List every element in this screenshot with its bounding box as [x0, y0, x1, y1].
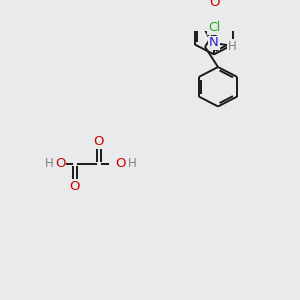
Text: O: O	[94, 135, 104, 148]
Text: O: O	[209, 0, 219, 9]
Text: H: H	[45, 157, 53, 170]
Text: Cl: Cl	[208, 21, 220, 34]
Text: H: H	[228, 40, 236, 53]
Text: O: O	[55, 157, 65, 170]
Text: O: O	[116, 157, 126, 170]
Text: H: H	[128, 157, 136, 170]
Text: N: N	[209, 36, 219, 49]
Text: O: O	[70, 180, 80, 193]
